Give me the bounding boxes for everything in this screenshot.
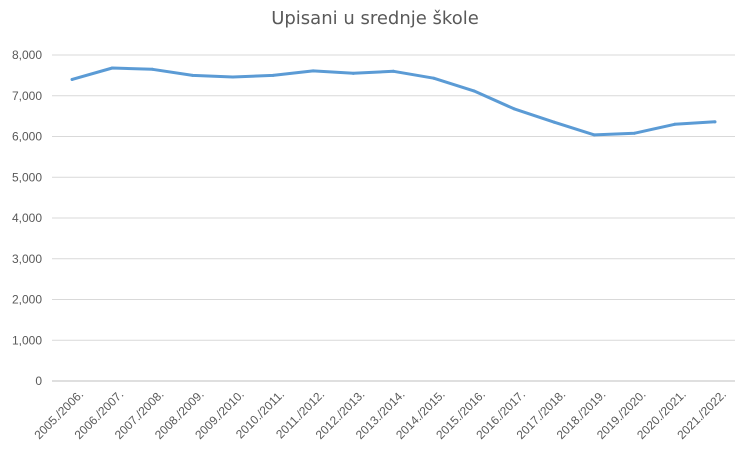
- data-point: [311, 69, 315, 73]
- y-tick-label: 4,000: [12, 211, 42, 225]
- data-point: [231, 75, 235, 79]
- series-line: [70, 66, 717, 137]
- data-point: [150, 67, 154, 71]
- data-point: [673, 122, 677, 126]
- data-point: [70, 77, 74, 81]
- data-point: [191, 73, 195, 77]
- y-tick-label: 5,000: [12, 170, 42, 184]
- y-tick-label: 8,000: [12, 48, 42, 62]
- y-tick-label: 6,000: [12, 130, 42, 144]
- data-point: [432, 76, 436, 80]
- data-point: [512, 107, 516, 111]
- data-point: [110, 66, 114, 70]
- data-point: [713, 120, 717, 124]
- data-point: [552, 120, 556, 124]
- data-point: [271, 73, 275, 77]
- y-tick-label: 0: [35, 374, 42, 388]
- chart-title: Upisani u srednje škole: [271, 8, 479, 29]
- y-tick-label: 3,000: [12, 252, 42, 266]
- y-tick-label: 1,000: [12, 333, 42, 347]
- data-point: [351, 71, 355, 75]
- y-tick-label: 2,000: [12, 293, 42, 307]
- data-point: [392, 69, 395, 73]
- data-point: [633, 131, 637, 135]
- data-point: [592, 133, 596, 137]
- data-point: [472, 89, 476, 93]
- y-tick-label: 7,000: [12, 89, 42, 103]
